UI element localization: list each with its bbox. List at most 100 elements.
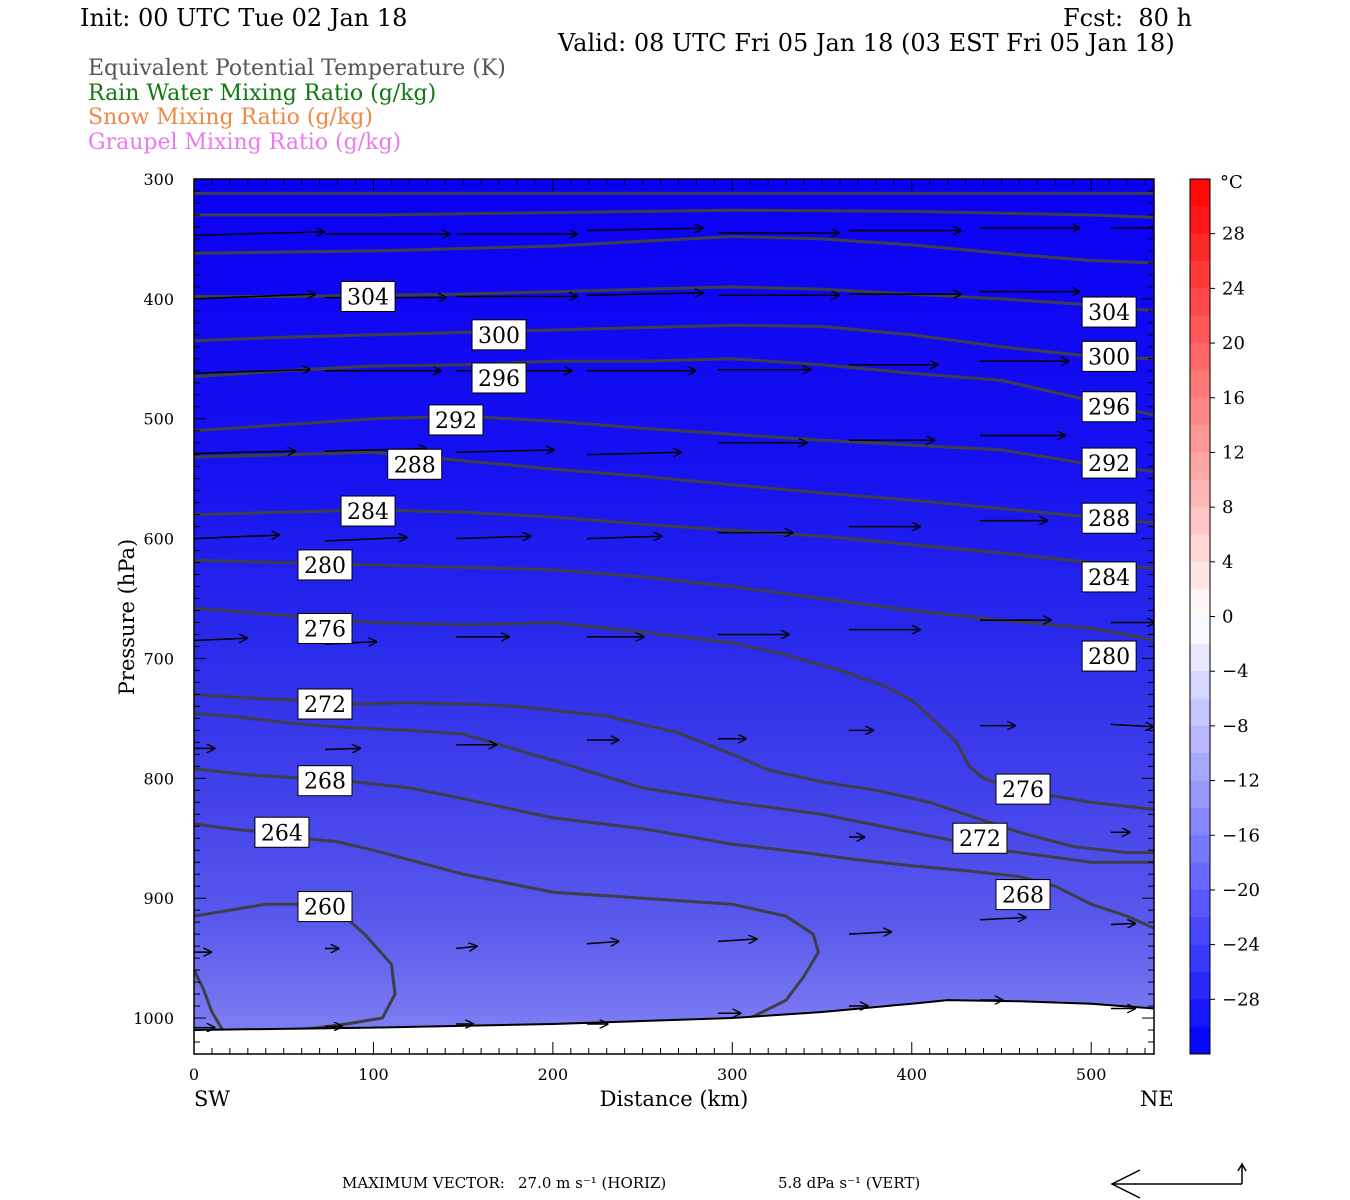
colorbar-cell: [1190, 889, 1210, 918]
contour-label-box: [1081, 502, 1137, 534]
theta-e-contour-312: [194, 208, 1154, 219]
theta-e-contour-308: [194, 235, 1154, 265]
theta-e-contour-260: [194, 969, 224, 1031]
wind-vector-8: [194, 294, 316, 300]
y-tick-label-300: 300: [143, 170, 174, 189]
colorbar-label--12: −12: [1222, 771, 1260, 792]
contour-label-text: 300: [478, 324, 520, 349]
theta-e-title: Equivalent Potential Temperature (K): [88, 56, 506, 81]
contour-label-21: 268: [995, 879, 1051, 911]
contour-label-box: [1081, 391, 1137, 423]
y-tick-label-800: 800: [143, 769, 174, 788]
colorbar-label-4: 4: [1222, 552, 1233, 573]
contour-label-box: [387, 448, 443, 480]
contour-label-text: 272: [304, 693, 346, 718]
contour-label-8: 272: [297, 688, 353, 720]
contour-label-box: [297, 612, 353, 644]
colorbar-cell: [1190, 807, 1210, 836]
contour-label-3: 292: [428, 404, 484, 436]
axes: 0 100 200 300 400 500 300 400 500 600 700 800 900 100…: [115, 170, 1174, 1111]
contour-label-text: 268: [1002, 884, 1044, 909]
contour-label-1: 300: [471, 319, 527, 351]
colorbar-label-0: 0: [1222, 607, 1233, 628]
colorbar-cell: [1190, 780, 1210, 809]
theta-e-contour-292: [194, 414, 1154, 473]
valid-time: Valid: 08 UTC Fri 05 Jan 18 (03 EST Fri …: [558, 29, 1175, 57]
y-tick-label-900: 900: [143, 889, 174, 908]
contour-label-5: 284: [340, 495, 396, 527]
colorbar-cell: [1190, 725, 1210, 754]
contour-label-text: 304: [347, 285, 389, 310]
colorbar-cell: [1190, 616, 1210, 645]
contour-label-15: 292: [1081, 447, 1137, 479]
colorbar-cell: [1190, 944, 1210, 973]
theta-e-contour-276: [194, 606, 1154, 811]
x-axis-label: Distance (km): [600, 1087, 749, 1111]
y-tick-label-700: 700: [143, 649, 174, 668]
wind-vector-32: [586, 536, 662, 538]
contour-label-box: [1081, 296, 1137, 328]
colorbar-cell: [1190, 561, 1210, 590]
colorbar-cell: [1190, 343, 1210, 371]
max-vector-horiz: 27.0 m s⁻¹ (HORIZ): [518, 1174, 667, 1192]
colorbar-cell: [1190, 233, 1210, 262]
contour-label-box: [340, 495, 396, 527]
x-tick-label-300: 300: [717, 1065, 748, 1084]
colorbar-cell: [1190, 370, 1210, 399]
contour-label-12: 304: [1081, 296, 1137, 328]
contour-label-text: 280: [304, 554, 346, 579]
terrain-fill: [194, 1000, 1154, 1054]
colorbar-cell: [1190, 1026, 1210, 1055]
y-axis-label: Pressure (hPa): [115, 539, 139, 695]
plot-frame: [193, 178, 1155, 1055]
contour-label-10: 264: [254, 816, 310, 848]
theta-e-contour-300: [194, 323, 1154, 361]
x-tick-label-100: 100: [358, 1065, 389, 1084]
contour-label-text: 260: [304, 896, 346, 921]
contour-label-19: 276: [995, 773, 1051, 805]
colorbar-label--16: −16: [1222, 825, 1260, 846]
contour-label-box: [995, 879, 1051, 911]
contour-label-text: 300: [1088, 345, 1130, 370]
colorbar-cell: [1190, 206, 1210, 235]
contour-label-9: 268: [297, 765, 353, 797]
wind-vector-29: [194, 535, 280, 539]
plot-area: 304 300 296 292 288 284 280 276 272 268 264 260 304 3…: [194, 179, 1154, 1054]
contour-label-18: 280: [1081, 640, 1137, 672]
contour-label-text: 264: [261, 821, 303, 846]
contour-label-box: [297, 765, 353, 797]
wind-vector-24: [455, 450, 555, 452]
graupel-title: Graupel Mixing Ratio (g/kg): [88, 130, 402, 155]
colorbar-label--20: −20: [1222, 880, 1260, 901]
wind-vector-51: [1110, 724, 1154, 726]
forecast-hour: Fcst: 80 h: [1063, 4, 1193, 32]
contour-label-text: 288: [394, 453, 436, 478]
x-tick-label-0: 0: [189, 1065, 199, 1084]
contour-label-20: 272: [952, 822, 1008, 854]
colorbar-label--28: −28: [1222, 989, 1260, 1010]
colorbar-cell: [1190, 671, 1210, 700]
contour-label-2: 296: [471, 362, 527, 394]
colorbar-label--24: −24: [1222, 935, 1260, 956]
y-tick-label-500: 500: [143, 410, 174, 429]
wind-vector-55: [455, 946, 478, 948]
contour-label-box: [428, 404, 484, 436]
colorbar-cell: [1190, 507, 1210, 535]
wind-vector-59: [979, 917, 1027, 919]
contour-label-box: [1081, 447, 1137, 479]
snow-title: Snow Mixing Ratio (g/kg): [88, 105, 373, 130]
colorbar-cell: [1190, 917, 1210, 946]
contour-label-16: 288: [1081, 502, 1137, 534]
colorbar-label-24: 24: [1222, 278, 1245, 299]
contour-label-text: 280: [1088, 645, 1130, 670]
rain-title: Rain Water Mixing Ratio (g/kg): [88, 81, 437, 106]
colorbar-cell: [1190, 425, 1210, 453]
ne-end-label: NE: [1140, 1087, 1174, 1111]
contour-label-0: 304: [340, 280, 396, 312]
contour-label-text: 276: [304, 617, 346, 642]
contour-label-6: 280: [297, 549, 353, 581]
wind-vector-15: [194, 370, 311, 374]
y-tick-label-600: 600: [143, 530, 174, 549]
contour-label-text: 276: [1002, 778, 1044, 803]
